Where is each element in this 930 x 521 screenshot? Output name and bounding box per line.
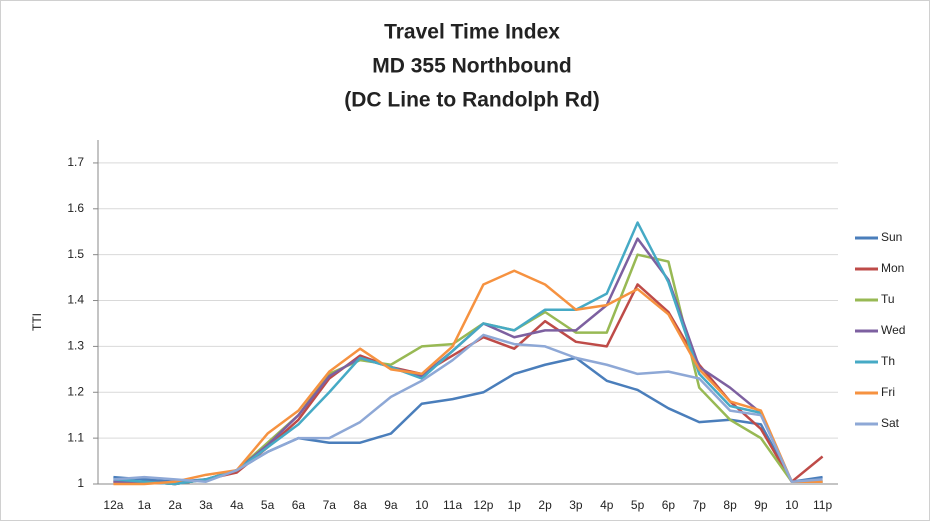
x-tick-label: 10 <box>415 498 429 512</box>
legend-label: Wed <box>881 323 905 337</box>
legend-label: Sat <box>881 416 900 430</box>
chart-title: MD 355 Northbound <box>372 55 572 78</box>
chart-title: Travel Time Index <box>384 21 560 44</box>
x-tick-label: 1p <box>508 498 522 512</box>
x-tick-label: 8a <box>353 498 367 512</box>
series-line <box>113 333 823 483</box>
y-tick-label: 1.2 <box>67 384 84 398</box>
y-axis-label: TTI <box>30 313 44 331</box>
legend-label: Sun <box>881 230 902 244</box>
x-tick-label: 7p <box>693 498 707 512</box>
x-tick-label: 8p <box>723 498 737 512</box>
legend-label: Tu <box>881 292 895 306</box>
x-tick-label: 3a <box>199 498 213 512</box>
x-tick-label: 10 <box>785 498 799 512</box>
y-tick-label: 1 <box>77 476 84 490</box>
legend-label: Fri <box>881 385 895 399</box>
x-tick-label: 1a <box>138 498 152 512</box>
y-tick-label: 1.4 <box>67 293 84 307</box>
x-tick-label: 11p <box>813 498 832 512</box>
y-tick-label: 1.5 <box>67 247 84 261</box>
y-tick-label: 1.1 <box>67 430 84 444</box>
x-tick-label: 5p <box>631 498 645 512</box>
x-tick-label: 2a <box>168 498 182 512</box>
x-tick-label: 4p <box>600 498 614 512</box>
x-tick-label: 3p <box>569 498 583 512</box>
x-tick-label: 12p <box>473 498 493 512</box>
x-tick-label: 2p <box>538 498 552 512</box>
y-tick-label: 1.7 <box>67 155 84 169</box>
y-tick-label: 1.3 <box>67 339 84 353</box>
chart-title: (DC Line to Randolph Rd) <box>344 89 599 112</box>
x-tick-label: 12a <box>103 498 123 512</box>
y-tick-label: 1.6 <box>67 201 84 215</box>
x-tick-label: 5a <box>261 498 275 512</box>
legend-label: Th <box>881 354 895 368</box>
legend-label: Mon <box>881 261 904 275</box>
x-tick-label: 6p <box>662 498 676 512</box>
x-tick-label: 9p <box>754 498 768 512</box>
x-tick-label: 9a <box>384 498 398 512</box>
x-tick-label: 4a <box>230 498 244 512</box>
x-tick-label: 7a <box>323 498 337 512</box>
x-tick-label: 6a <box>292 498 306 512</box>
x-tick-label: 11a <box>443 498 462 512</box>
